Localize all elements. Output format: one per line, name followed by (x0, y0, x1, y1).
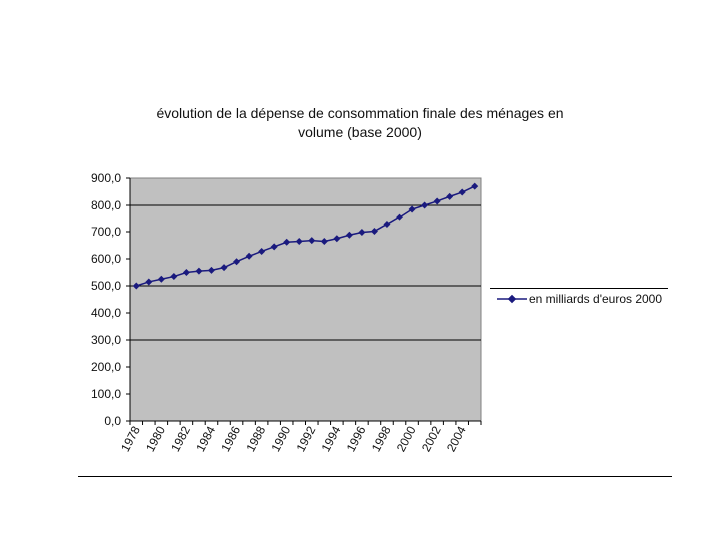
plot-area (129, 177, 482, 422)
data-point (433, 197, 441, 205)
data-point (383, 220, 391, 228)
x-tick-label: 1998 (369, 424, 394, 454)
chart-title-line-1: évolution de la dépense de consommation … (156, 105, 564, 121)
chart-title-line-2: volume (base 2000) (298, 124, 422, 140)
x-tick-label: 1990 (268, 424, 293, 454)
y-tick-label: 800,0 (91, 198, 121, 212)
data-point (283, 238, 291, 246)
legend: en milliards d'euros 2000 (497, 292, 662, 306)
data-point (157, 275, 165, 283)
bottom-divider (78, 476, 672, 477)
data-point (358, 229, 366, 237)
data-point (145, 278, 153, 286)
y-tick-label: 300,0 (91, 333, 121, 347)
y-tick-label: 600,0 (91, 252, 121, 266)
data-point (345, 231, 353, 239)
x-tick-label: 1986 (218, 424, 243, 454)
legend-marker-icon (497, 294, 527, 304)
series-line (136, 185, 476, 287)
data-point (182, 269, 190, 276)
y-tick-label: 0,0 (104, 414, 121, 428)
data-point (295, 237, 303, 245)
series-group (132, 182, 479, 290)
x-tick-label: 1984 (193, 424, 218, 454)
x-tick-label: 1978 (118, 424, 143, 454)
data-point (408, 205, 416, 213)
data-point (220, 264, 228, 272)
data-point (207, 266, 215, 274)
chart-title: évolution de la dépense de consommation … (110, 104, 610, 142)
data-point (471, 182, 479, 190)
data-point (333, 235, 341, 243)
legend-rule (490, 288, 668, 289)
data-point (258, 247, 266, 255)
x-tick-label: 2004 (444, 424, 469, 454)
legend-label: en milliards d'euros 2000 (529, 292, 663, 306)
y-tick-label: 700,0 (91, 225, 121, 239)
data-point (421, 201, 429, 209)
data-point (370, 227, 378, 235)
x-tick-label: 1980 (143, 424, 168, 454)
y-tick-label: 900,0 (91, 171, 121, 185)
data-point (170, 273, 178, 281)
x-tick-label: 1988 (243, 424, 268, 454)
x-tick-label: 2000 (394, 424, 419, 454)
x-tick-label: 1992 (294, 424, 319, 454)
data-point (308, 237, 316, 245)
x-tick-label: 2002 (419, 424, 444, 454)
data-point (446, 192, 454, 200)
data-point (396, 213, 404, 221)
data-point (245, 252, 253, 260)
y-axis: 900,0 800,0 700,0 600,0 500,0 400,0 300,0 200,0… (91, 171, 131, 428)
data-point (233, 258, 241, 266)
y-tick-label: 500,0 (91, 279, 121, 293)
data-point (132, 282, 140, 290)
y-tick-label: 400,0 (91, 306, 121, 320)
data-point (458, 188, 466, 196)
x-axis: 1978 1980 1982 1984 1986 1988 1990 1992 1994 1996… (118, 420, 482, 454)
y-tick-label: 100,0 (91, 387, 121, 401)
data-point (195, 267, 203, 275)
x-tick-label: 1982 (168, 424, 193, 454)
data-point (320, 237, 328, 245)
x-tick-label: 1996 (344, 424, 369, 454)
y-tick-label: 200,0 (91, 360, 121, 374)
data-point (270, 243, 278, 251)
x-tick-label: 1994 (319, 424, 344, 454)
